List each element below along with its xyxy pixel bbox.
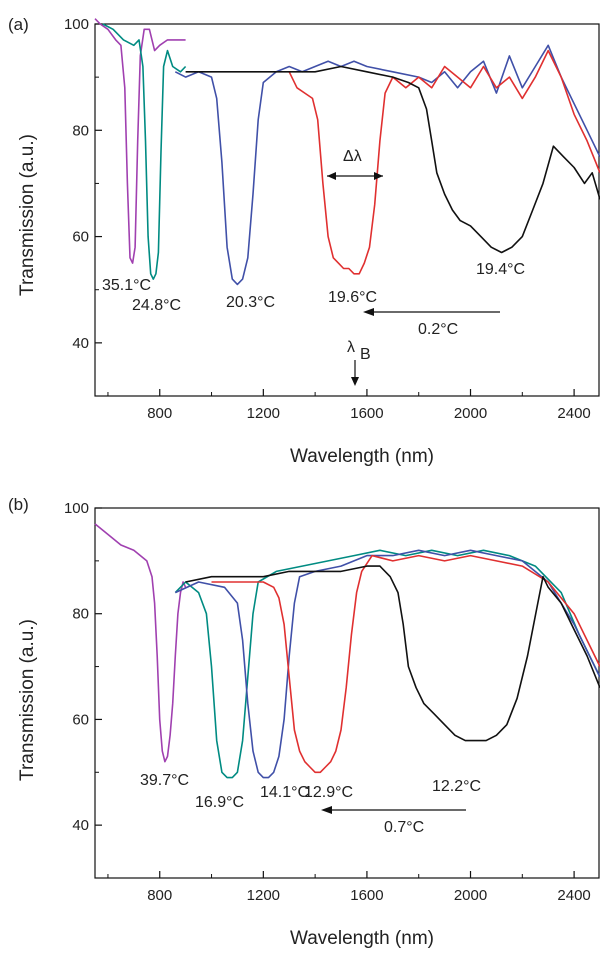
panel-b-x-tick-label-2000: 2000 xyxy=(454,887,487,904)
panel-b-series-group xyxy=(94,523,600,779)
panel-a-annot-20.3C: 20.3°C xyxy=(226,294,275,311)
panel-b-annot-14.1C: 14.1°C xyxy=(260,784,309,801)
panel-a-x-tick-label-1600: 1600 xyxy=(350,405,383,422)
panel-b-x-ticks: 800 1200 1600 2000 2400 xyxy=(107,871,591,904)
panel-a-annot-19.4C: 19.4°C xyxy=(476,261,525,278)
panel-a-x-tick-label-800: 800 xyxy=(147,405,172,422)
panel-a-y-tick-label-100: 100 xyxy=(64,16,89,33)
panel-b-x-tick-label-2400: 2400 xyxy=(557,887,590,904)
panel-a-y-axis-label: Transmission (a.u.) xyxy=(17,134,38,296)
panel-b-y-ticks: 40 60 80 100 xyxy=(64,500,102,879)
panel-a-y-ticks: 40 60 80 100 xyxy=(64,16,102,397)
panel-a-x-tick-label-2400: 2400 xyxy=(557,405,590,422)
panel-b: (b) 40 60 80 100 800 1200 1600 2000 2400 Transm… xyxy=(8,495,600,949)
panel-a-delta-lambda-label: Δλ xyxy=(343,148,362,165)
panel-a-series-3-line xyxy=(174,44,600,286)
panel-b-label: (b) xyxy=(8,495,29,514)
panel-a-lambda-b-marker: λ B xyxy=(347,339,371,386)
panel-b-step-arrow: 0.7°C xyxy=(321,806,466,836)
panel-b-y-axis-label: Transmission (a.u.) xyxy=(17,619,38,781)
panel-b-y-tick-label-40: 40 xyxy=(72,817,89,834)
panel-a-annot-24.8C: 24.8°C xyxy=(132,297,181,314)
panel-a-x-tick-label-1200: 1200 xyxy=(247,405,280,422)
panel-b-x-axis-label: Wavelength (nm) xyxy=(290,928,434,949)
panel-b-series-2-line xyxy=(174,549,600,779)
panel-b-frame xyxy=(94,507,600,879)
panel-b-x-tick-label-1200: 1200 xyxy=(247,887,280,904)
panel-b-series-4-line xyxy=(211,554,600,774)
panel-a: (a) 40 60 80 100 800 1200 1600 2000 2400 Transm… xyxy=(8,15,600,467)
panel-b-step-label: 0.7°C xyxy=(384,819,424,836)
panel-b-series-1-line xyxy=(94,523,187,763)
panel-a-y-tick-label-60: 60 xyxy=(72,229,89,246)
panel-b-series-5-line xyxy=(185,565,600,742)
panel-a-series-1-line xyxy=(94,18,186,264)
panel-a-plot-area xyxy=(94,23,600,397)
panel-b-annot-16.9C: 16.9°C xyxy=(195,794,244,811)
panel-a-label: (a) xyxy=(8,15,29,34)
panel-a-frame xyxy=(94,23,600,397)
panel-b-y-tick-label-100: 100 xyxy=(64,500,89,517)
panel-a-y-tick-label-80: 80 xyxy=(72,122,89,139)
panel-b-x-tick-label-1600: 1600 xyxy=(350,887,383,904)
panel-b-x-tick-label-800: 800 xyxy=(147,887,172,904)
panel-b-y-tick-label-80: 80 xyxy=(72,606,89,623)
panel-a-series-4-line xyxy=(288,49,600,275)
panel-b-annot-39.7C: 39.7°C xyxy=(140,772,189,789)
panel-a-x-ticks: 800 1200 1600 2000 2400 xyxy=(107,389,591,422)
panel-a-series-2-line xyxy=(102,23,187,280)
panel-a-series-group xyxy=(94,18,600,286)
panel-a-step-label: 0.2°C xyxy=(418,321,458,338)
panel-b-annot-12.2C: 12.2°C xyxy=(432,778,481,795)
panel-a-step-arrow: 0.2°C xyxy=(363,308,500,338)
panel-a-x-axis-label: Wavelength (nm) xyxy=(290,446,434,467)
panel-a-annot-19.6C: 19.6°C xyxy=(328,289,377,306)
panel-a-series-5-line xyxy=(185,65,600,254)
panel-a-lambda-b-subscript: B xyxy=(360,346,371,363)
panel-b-plot-area xyxy=(94,507,600,879)
panel-a-lambda-b-symbol: λ xyxy=(347,339,355,356)
panel-b-series-3-line xyxy=(174,549,600,779)
panel-b-y-tick-label-60: 60 xyxy=(72,711,89,728)
panel-a-delta-lambda-marker: Δλ xyxy=(327,148,383,180)
panel-a-annot-35.1C: 35.1°C xyxy=(102,277,151,294)
panel-a-x-tick-label-2000: 2000 xyxy=(454,405,487,422)
panel-a-y-tick-label-40: 40 xyxy=(72,335,89,352)
panel-b-annot-12.9C: 12.9°C xyxy=(304,784,353,801)
